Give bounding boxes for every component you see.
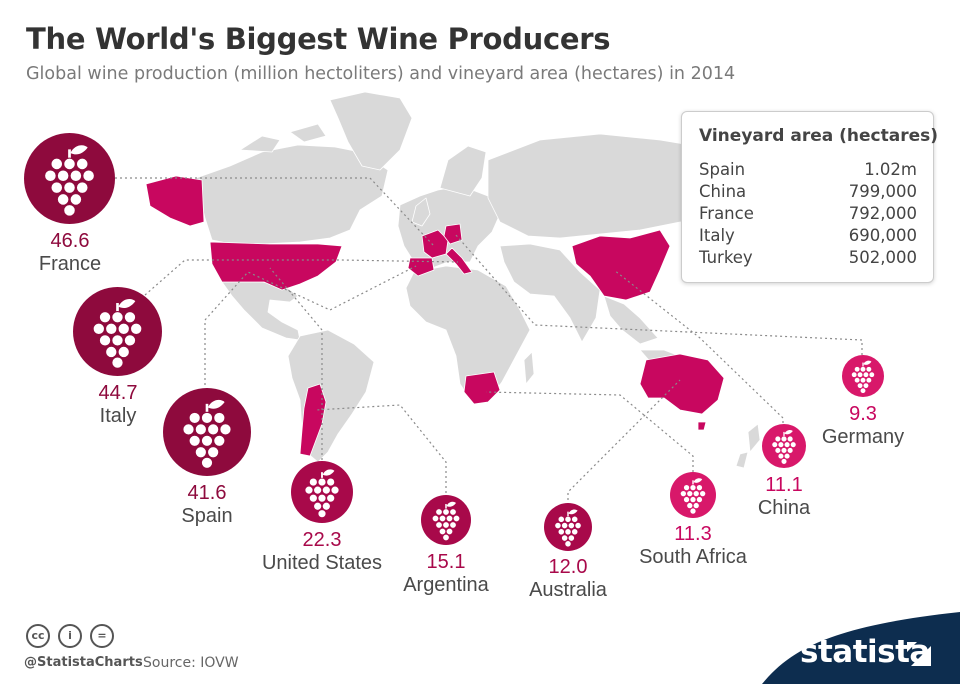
vineyard-value: 690,000 — [848, 226, 917, 245]
map-madagascar — [523, 351, 535, 385]
country-name: United States — [261, 552, 383, 574]
country-name: Germany — [821, 426, 905, 448]
grape-icon — [182, 399, 232, 469]
country-name: South Africa — [639, 546, 747, 568]
map-alaska — [145, 175, 205, 227]
production-value: 11.1 — [765, 474, 803, 496]
grape-icon — [680, 478, 706, 515]
country-name: China — [757, 497, 811, 519]
production-value: 44.7 — [98, 382, 138, 404]
grape-badge — [544, 503, 592, 551]
vineyard-value: 502,000 — [848, 248, 917, 267]
production-value: 46.6 — [50, 230, 90, 252]
production-value: 11.3 — [674, 523, 712, 545]
country-name: France — [38, 253, 102, 275]
map-tasmania — [697, 421, 707, 431]
vineyard-area-title: Vineyard area (hectares) — [699, 126, 938, 146]
production-value: 12.0 — [548, 556, 588, 578]
twitter-handle: @StatistaCharts — [24, 655, 143, 670]
grape-badge — [291, 461, 353, 523]
source-note: Source: IOVW — [143, 655, 239, 671]
vineyard-area-box: Vineyard area (hectares) Spain 1.02m Chi… — [681, 111, 938, 283]
cc-icon: cc — [26, 624, 50, 648]
map-new-zealand — [735, 423, 761, 469]
production-value: 22.3 — [302, 529, 342, 551]
country-name: Australia — [529, 579, 607, 601]
map-mexico — [221, 281, 301, 341]
grape-badge — [670, 472, 716, 518]
vineyard-country: Turkey — [699, 248, 753, 267]
map-greenland — [329, 91, 413, 171]
grape-icon — [851, 360, 875, 394]
map-south-africa — [463, 371, 501, 405]
chart-subtitle: Global wine production (million hectolit… — [26, 64, 736, 84]
attribution-icon: i — [58, 624, 82, 648]
grape-icon — [92, 299, 143, 369]
vineyard-country: Spain — [699, 160, 746, 179]
production-value: 15.1 — [426, 551, 466, 573]
grape-icon — [432, 501, 460, 541]
country-name: Spain — [181, 505, 233, 527]
country-name: Italy — [99, 405, 137, 427]
vineyard-value: 792,000 — [848, 204, 917, 223]
vineyard-value: 799,000 — [848, 182, 917, 201]
grape-badge — [421, 495, 471, 545]
vineyard-country: Italy — [699, 226, 735, 245]
map-australia — [639, 353, 725, 415]
vineyard-country: France — [699, 204, 754, 223]
grape-icon — [554, 509, 582, 548]
production-value: 9.3 — [849, 403, 877, 425]
statista-logo[interactable]: statista — [800, 634, 930, 670]
grape-icon — [304, 469, 340, 519]
vineyard-value: 1.02m — [864, 160, 917, 179]
no-derivatives-icon: = — [90, 624, 114, 648]
map-scandinavia — [439, 145, 487, 197]
grape-badge — [73, 287, 162, 376]
grape-badge — [163, 388, 251, 476]
grape-badge — [842, 355, 884, 397]
grape-icon — [44, 145, 95, 217]
grape-badge — [24, 133, 115, 224]
production-value: 41.6 — [187, 482, 227, 504]
grape-icon — [771, 429, 797, 465]
vineyard-country: China — [699, 182, 747, 201]
map-arctic-islands — [239, 123, 327, 153]
statista-logo-icon — [907, 642, 931, 666]
chart-title: The World's Biggest Wine Producers — [26, 22, 611, 56]
grape-badge — [762, 424, 806, 468]
country-name: Argentina — [403, 574, 489, 596]
